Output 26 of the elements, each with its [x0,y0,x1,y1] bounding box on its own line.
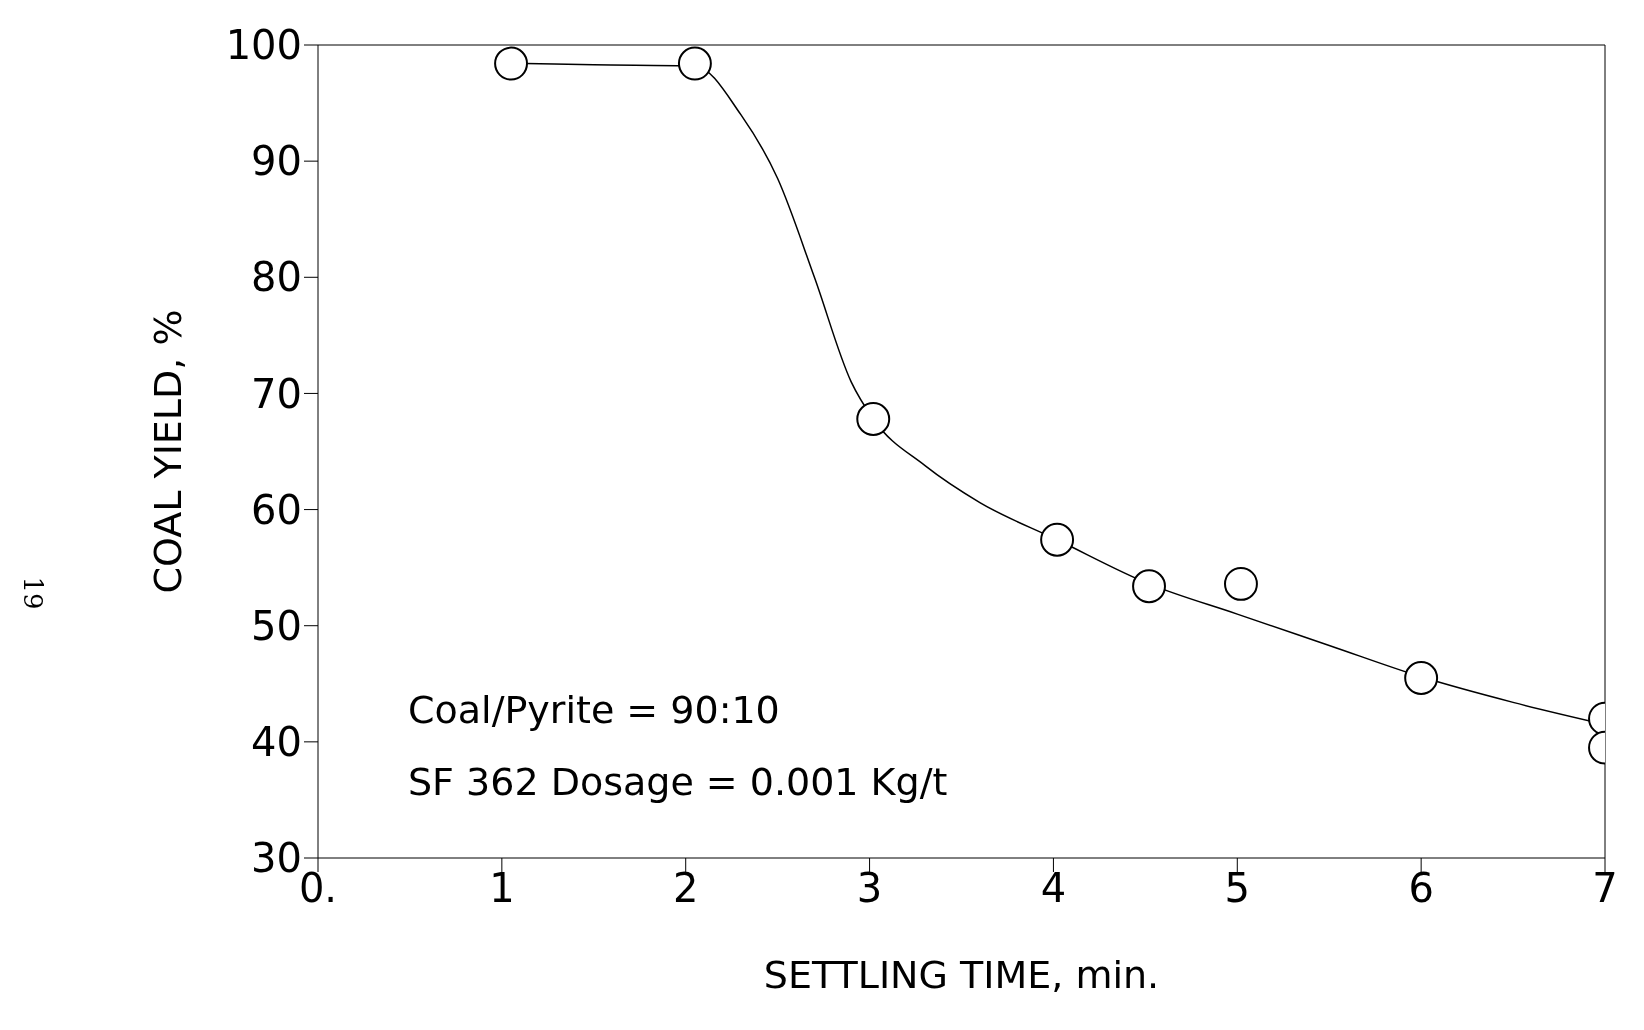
annotation: SF 362 Dosage = 0.001 Kg/t [408,760,948,804]
y-tick-label: 50 [251,602,302,649]
point [856,402,891,436]
point [1132,569,1166,604]
x-tick-label: 4 [1040,865,1067,912]
x-tick-label: 3 [856,865,883,912]
y-axis-title: COAL YIELD, % [146,309,191,594]
y-tick-label: 90 [251,138,302,185]
text: 19 [17,576,48,610]
point [494,46,529,81]
x-tick-label: 6 [1408,865,1434,912]
x-axis-title: SETTLING TIME, min. [763,953,1160,997]
point [1404,661,1439,695]
point [1224,566,1258,601]
y-tick-label: 100 [225,22,302,69]
x-tick-label: 2 [672,865,699,912]
y-tick-label: 70 [251,370,302,417]
x-tick-label: 1 [489,865,515,912]
x-tick-label: 5 [1224,865,1251,912]
y-tick-label: 40 [251,719,302,766]
annotation: Coal/Pyrite = 90:10 [408,688,780,732]
point [1040,522,1075,557]
y-tick-label: 60 [251,486,302,533]
y-tick-label: 80 [251,254,302,301]
x-tick-label: 7 [1592,865,1618,912]
point [677,46,712,81]
